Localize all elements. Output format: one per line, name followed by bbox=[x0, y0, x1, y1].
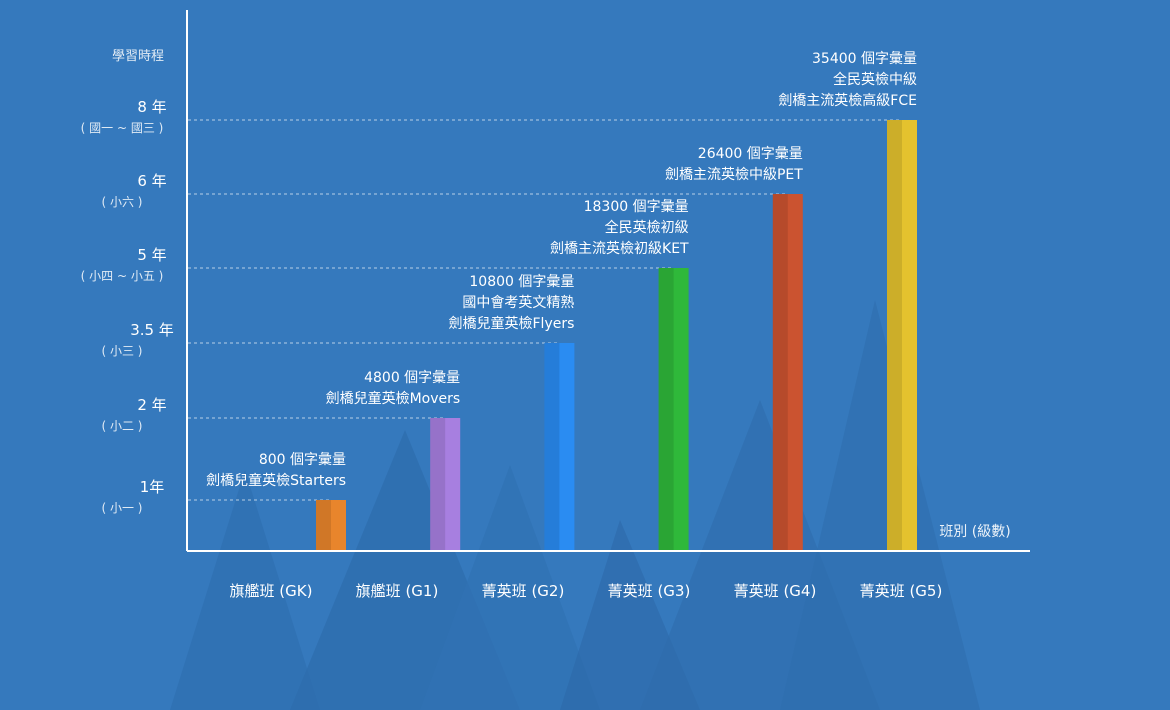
y-tick-grade: ( 國一 ~ 國三 ) bbox=[81, 121, 164, 135]
y-tick-year: 8 年 bbox=[137, 98, 166, 116]
bar bbox=[544, 343, 575, 551]
y-tick-year: 2 年 bbox=[137, 396, 166, 414]
y-tick-grade: ( 小四 ~ 小五 ) bbox=[81, 269, 164, 283]
bar bbox=[887, 120, 917, 551]
bar-shade bbox=[658, 268, 674, 551]
bar-body bbox=[887, 120, 917, 551]
bar-annotation: 全民英檢中級 bbox=[833, 71, 917, 88]
x-tick-label: 菁英班 (G4) bbox=[734, 582, 817, 600]
y-tick-grade: ( 小六 ) bbox=[102, 195, 143, 209]
bar bbox=[658, 268, 689, 551]
bar-annotation: 國中會考英文精熟 bbox=[462, 294, 574, 311]
bar-annotation: 800 個字彙量 bbox=[259, 452, 346, 468]
x-tick-label: 菁英班 (G2) bbox=[482, 582, 565, 600]
bar-annotation: 4800 個字彙量 bbox=[364, 370, 460, 386]
bar-annotation: 劍橋兒童英檢Starters bbox=[206, 472, 346, 489]
y-tick-grade: ( 小二 ) bbox=[102, 419, 143, 433]
bar-shade bbox=[772, 194, 788, 551]
bar-annotation: 劍橋兒童英檢Movers bbox=[326, 390, 461, 407]
bar-annotation: 劍橋主流英檢高級FCE bbox=[778, 92, 917, 109]
bar-annotation: 全民英檢初級 bbox=[605, 219, 689, 236]
y-tick-year: 5 年 bbox=[137, 246, 166, 264]
y-tick-year: 3.5 年 bbox=[130, 321, 174, 339]
bar-annotation: 劍橋兒童英檢Flyers bbox=[449, 315, 575, 332]
x-tick-label: 菁英班 (G3) bbox=[608, 582, 691, 600]
y-tick-grade: ( 小一 ) bbox=[102, 501, 143, 515]
bar-body bbox=[658, 268, 689, 551]
bar-body bbox=[316, 500, 346, 551]
bar-shade bbox=[544, 343, 560, 551]
x-tick-label: 旗艦班 (G1) bbox=[356, 582, 439, 600]
y-tick-year: 6 年 bbox=[137, 172, 166, 190]
bar-annotation: 劍橋主流英檢中級PET bbox=[665, 166, 803, 183]
bar-shade bbox=[316, 500, 331, 551]
bar-body bbox=[544, 343, 575, 551]
bar-shade bbox=[430, 418, 446, 551]
bar-annotation: 26400 個字彙量 bbox=[698, 146, 803, 162]
bars bbox=[316, 120, 917, 551]
bar bbox=[772, 194, 803, 551]
bar-annotation: 劍橋主流英檢初級KET bbox=[550, 240, 689, 257]
x-tick-label: 旗艦班 (GK) bbox=[230, 582, 313, 600]
bar-shade bbox=[887, 120, 902, 551]
y-tick-year: 1年 bbox=[140, 478, 165, 496]
y-tick-grade: ( 小三 ) bbox=[102, 344, 143, 358]
x-axis-ticks: 旗艦班 (GK) 旗艦班 (G1) 菁英班 (G2) 菁英班 (G3) 菁英班 (G4)… bbox=[230, 582, 943, 600]
bar-body bbox=[772, 194, 803, 551]
bar-annotation: 35400 個字彙量 bbox=[812, 51, 917, 67]
x-tick-label: 菁英班 (G5) bbox=[860, 582, 943, 600]
bar-annotation: 10800 個字彙量 bbox=[469, 274, 574, 290]
bar-body bbox=[430, 418, 461, 551]
x-axis-title: 班別 (級數) bbox=[939, 524, 1010, 540]
y-axis-ticks: 1年 ( 小一 ) 2 年 ( 小二 ) 3.5 年 ( 小三 ) 5 年 ( 小四 ~ 小五… bbox=[81, 98, 174, 515]
grid-lines bbox=[188, 119, 902, 501]
y-axis-title: 學習時程 bbox=[112, 49, 164, 64]
bar bbox=[316, 500, 346, 551]
bar bbox=[430, 418, 461, 551]
bar-annotation: 18300 個字彙量 bbox=[584, 199, 689, 215]
